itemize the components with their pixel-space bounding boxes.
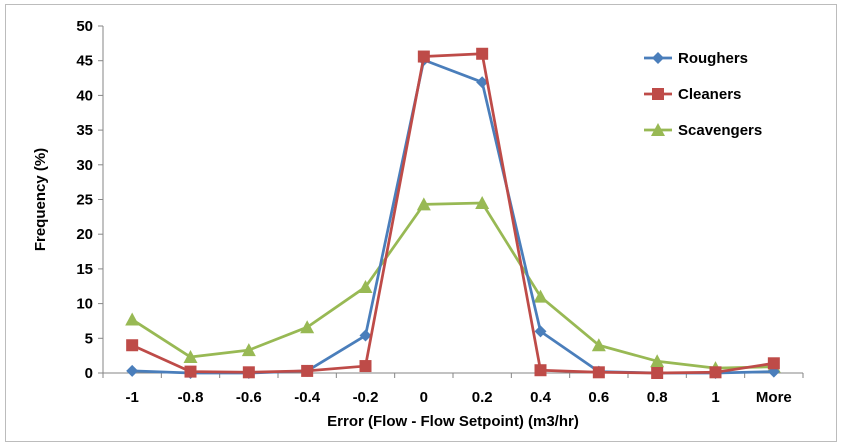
legend: Roughers Cleaners Scavengers — [644, 50, 762, 139]
y-tick-label: 50 — [76, 18, 93, 35]
data-point — [534, 364, 547, 377]
data-point — [126, 364, 139, 377]
data-point — [241, 343, 256, 357]
y-tick-label: 10 — [76, 296, 93, 313]
y-tick-label: 40 — [76, 87, 93, 104]
legend-item-roughers: Roughers — [644, 50, 748, 67]
data-point — [416, 197, 431, 211]
data-point — [184, 365, 197, 378]
data-point — [767, 357, 780, 370]
data-point — [359, 360, 372, 373]
data-point — [534, 325, 547, 338]
data-point — [475, 195, 490, 209]
data-point — [126, 339, 139, 352]
data-point — [533, 289, 548, 303]
series-cleaners — [126, 47, 780, 379]
data-point — [301, 364, 314, 377]
series-line — [132, 58, 774, 375]
y-tick-label: 25 — [76, 192, 93, 209]
chart-frame: 0 5 10 15 20 25 30 35 40 45 50 -1 -0.8 -0.6 -0.4 -0.2 0… — [5, 4, 837, 442]
legend-marker — [651, 123, 665, 136]
data-point — [359, 329, 372, 342]
y-tick-label: 20 — [76, 226, 93, 243]
legend-marker — [652, 88, 664, 100]
axes — [98, 25, 804, 378]
legend-item-cleaners: Cleaners — [644, 86, 741, 103]
data-point — [417, 50, 430, 63]
x-tick-label: -0.2 — [353, 389, 379, 406]
series-line — [131, 52, 775, 375]
data-point — [651, 367, 664, 379]
legend-item-scavengers: Scavengers — [644, 122, 762, 139]
y-tick-label: 35 — [76, 122, 93, 139]
x-tick-label: 0.4 — [530, 389, 552, 406]
legend-label: Roughers — [678, 50, 748, 67]
x-tick-labels: -1 -0.8 -0.6 -0.4 -0.2 0 0.2 0.4 0.6 0.8 1 More — [125, 389, 791, 406]
x-tick-label: 0.8 — [647, 389, 668, 406]
legend-label: Cleaners — [678, 86, 741, 103]
data-point — [125, 312, 140, 326]
x-axis-label: Error (Flow - Flow Setpoint) (m3/hr) — [327, 413, 579, 430]
x-tick-label: -0.8 — [178, 389, 204, 406]
series-line — [131, 201, 774, 370]
x-tick-label: -1 — [125, 389, 138, 406]
y-tick-label: 45 — [76, 53, 93, 70]
x-tick-label: 1 — [711, 389, 719, 406]
data-point — [300, 320, 315, 334]
data-point — [476, 47, 489, 60]
data-point — [476, 76, 489, 89]
x-tick-label: 0 — [420, 389, 428, 406]
data-point — [709, 366, 722, 379]
series-scavengers — [125, 195, 781, 375]
x-tick-label: -0.4 — [294, 389, 321, 406]
x-tick-label: 0.6 — [588, 389, 609, 406]
series-layer — [125, 47, 781, 379]
data-point — [592, 366, 605, 379]
y-tick-label: 15 — [76, 261, 93, 278]
y-tick-label: 0 — [85, 365, 93, 382]
x-tick-label: 0.2 — [472, 389, 493, 406]
legend-marker — [652, 52, 664, 64]
data-point — [591, 338, 606, 352]
data-point — [183, 350, 198, 364]
data-point — [650, 354, 665, 368]
y-tick-label: 30 — [76, 157, 93, 174]
x-tick-label: More — [756, 389, 792, 406]
legend-label: Scavengers — [678, 122, 762, 139]
y-tick-labels: 0 5 10 15 20 25 30 35 40 45 50 — [76, 18, 93, 382]
data-point — [358, 279, 373, 293]
y-axis-label: Frequency (%) — [32, 148, 49, 251]
x-tick-label: -0.6 — [236, 389, 262, 406]
data-point — [242, 366, 255, 379]
y-tick-label: 5 — [85, 330, 93, 347]
